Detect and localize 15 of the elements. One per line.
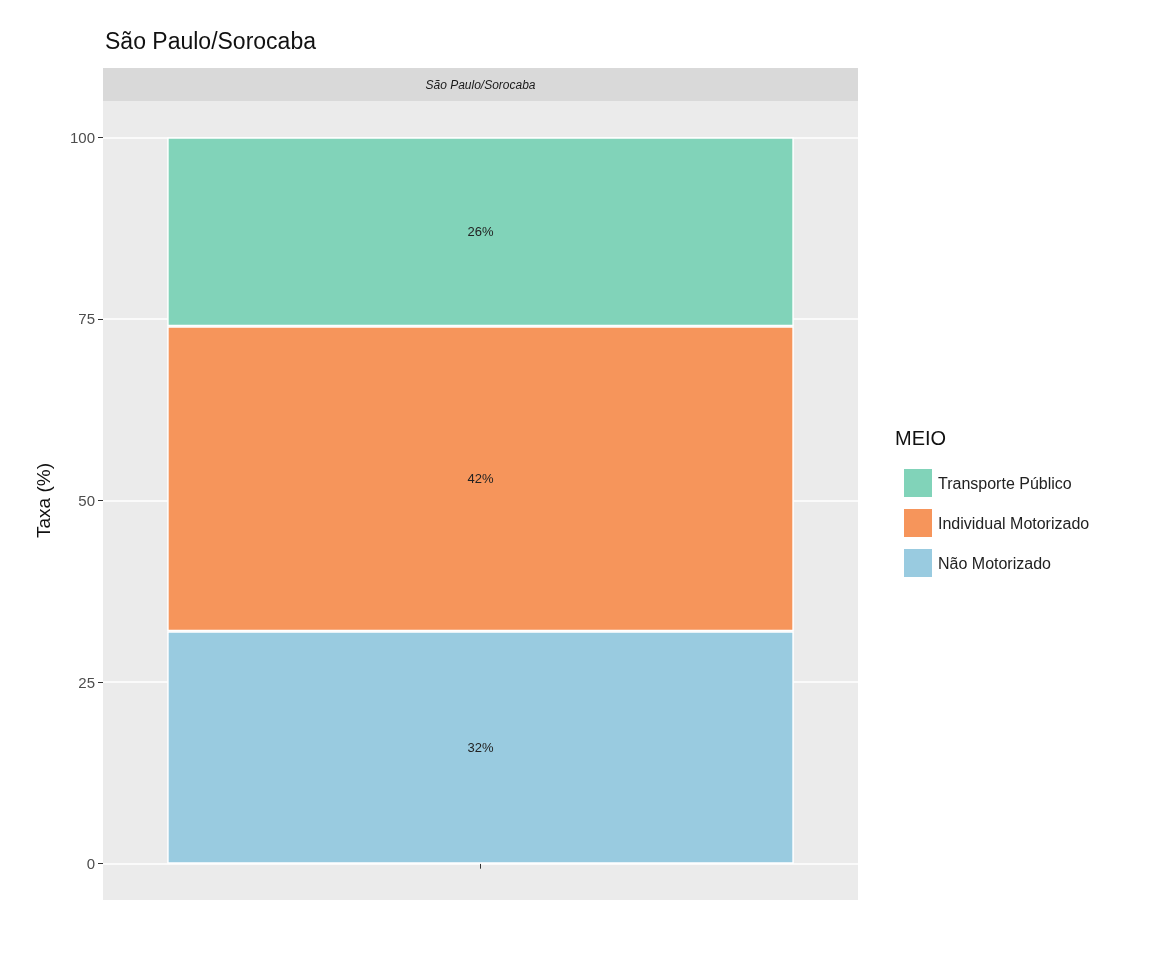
y-tick-label: 25	[78, 673, 95, 691]
chart-subtitle: São Paulo/Sorocaba	[425, 78, 536, 92]
legend-title: MEIO	[895, 427, 947, 449]
data-label: 32%	[467, 739, 494, 755]
y-tick-label: 50	[78, 492, 95, 509]
legend-label: Não Motorizado	[938, 554, 1052, 572]
legend-label: Individual Motorizado	[938, 514, 1090, 532]
y-axis-title: Taxa (%)	[33, 463, 54, 538]
data-label: 26%	[467, 224, 494, 240]
y-tick-label: 75	[78, 310, 95, 328]
legend-label: Transporte Público	[938, 474, 1072, 492]
y-tick-label: 0	[86, 855, 95, 873]
data-label: 42%	[467, 471, 494, 487]
y-tick-label: 100	[69, 128, 95, 146]
chart-title: São Paulo/Sorocaba	[105, 27, 317, 54]
